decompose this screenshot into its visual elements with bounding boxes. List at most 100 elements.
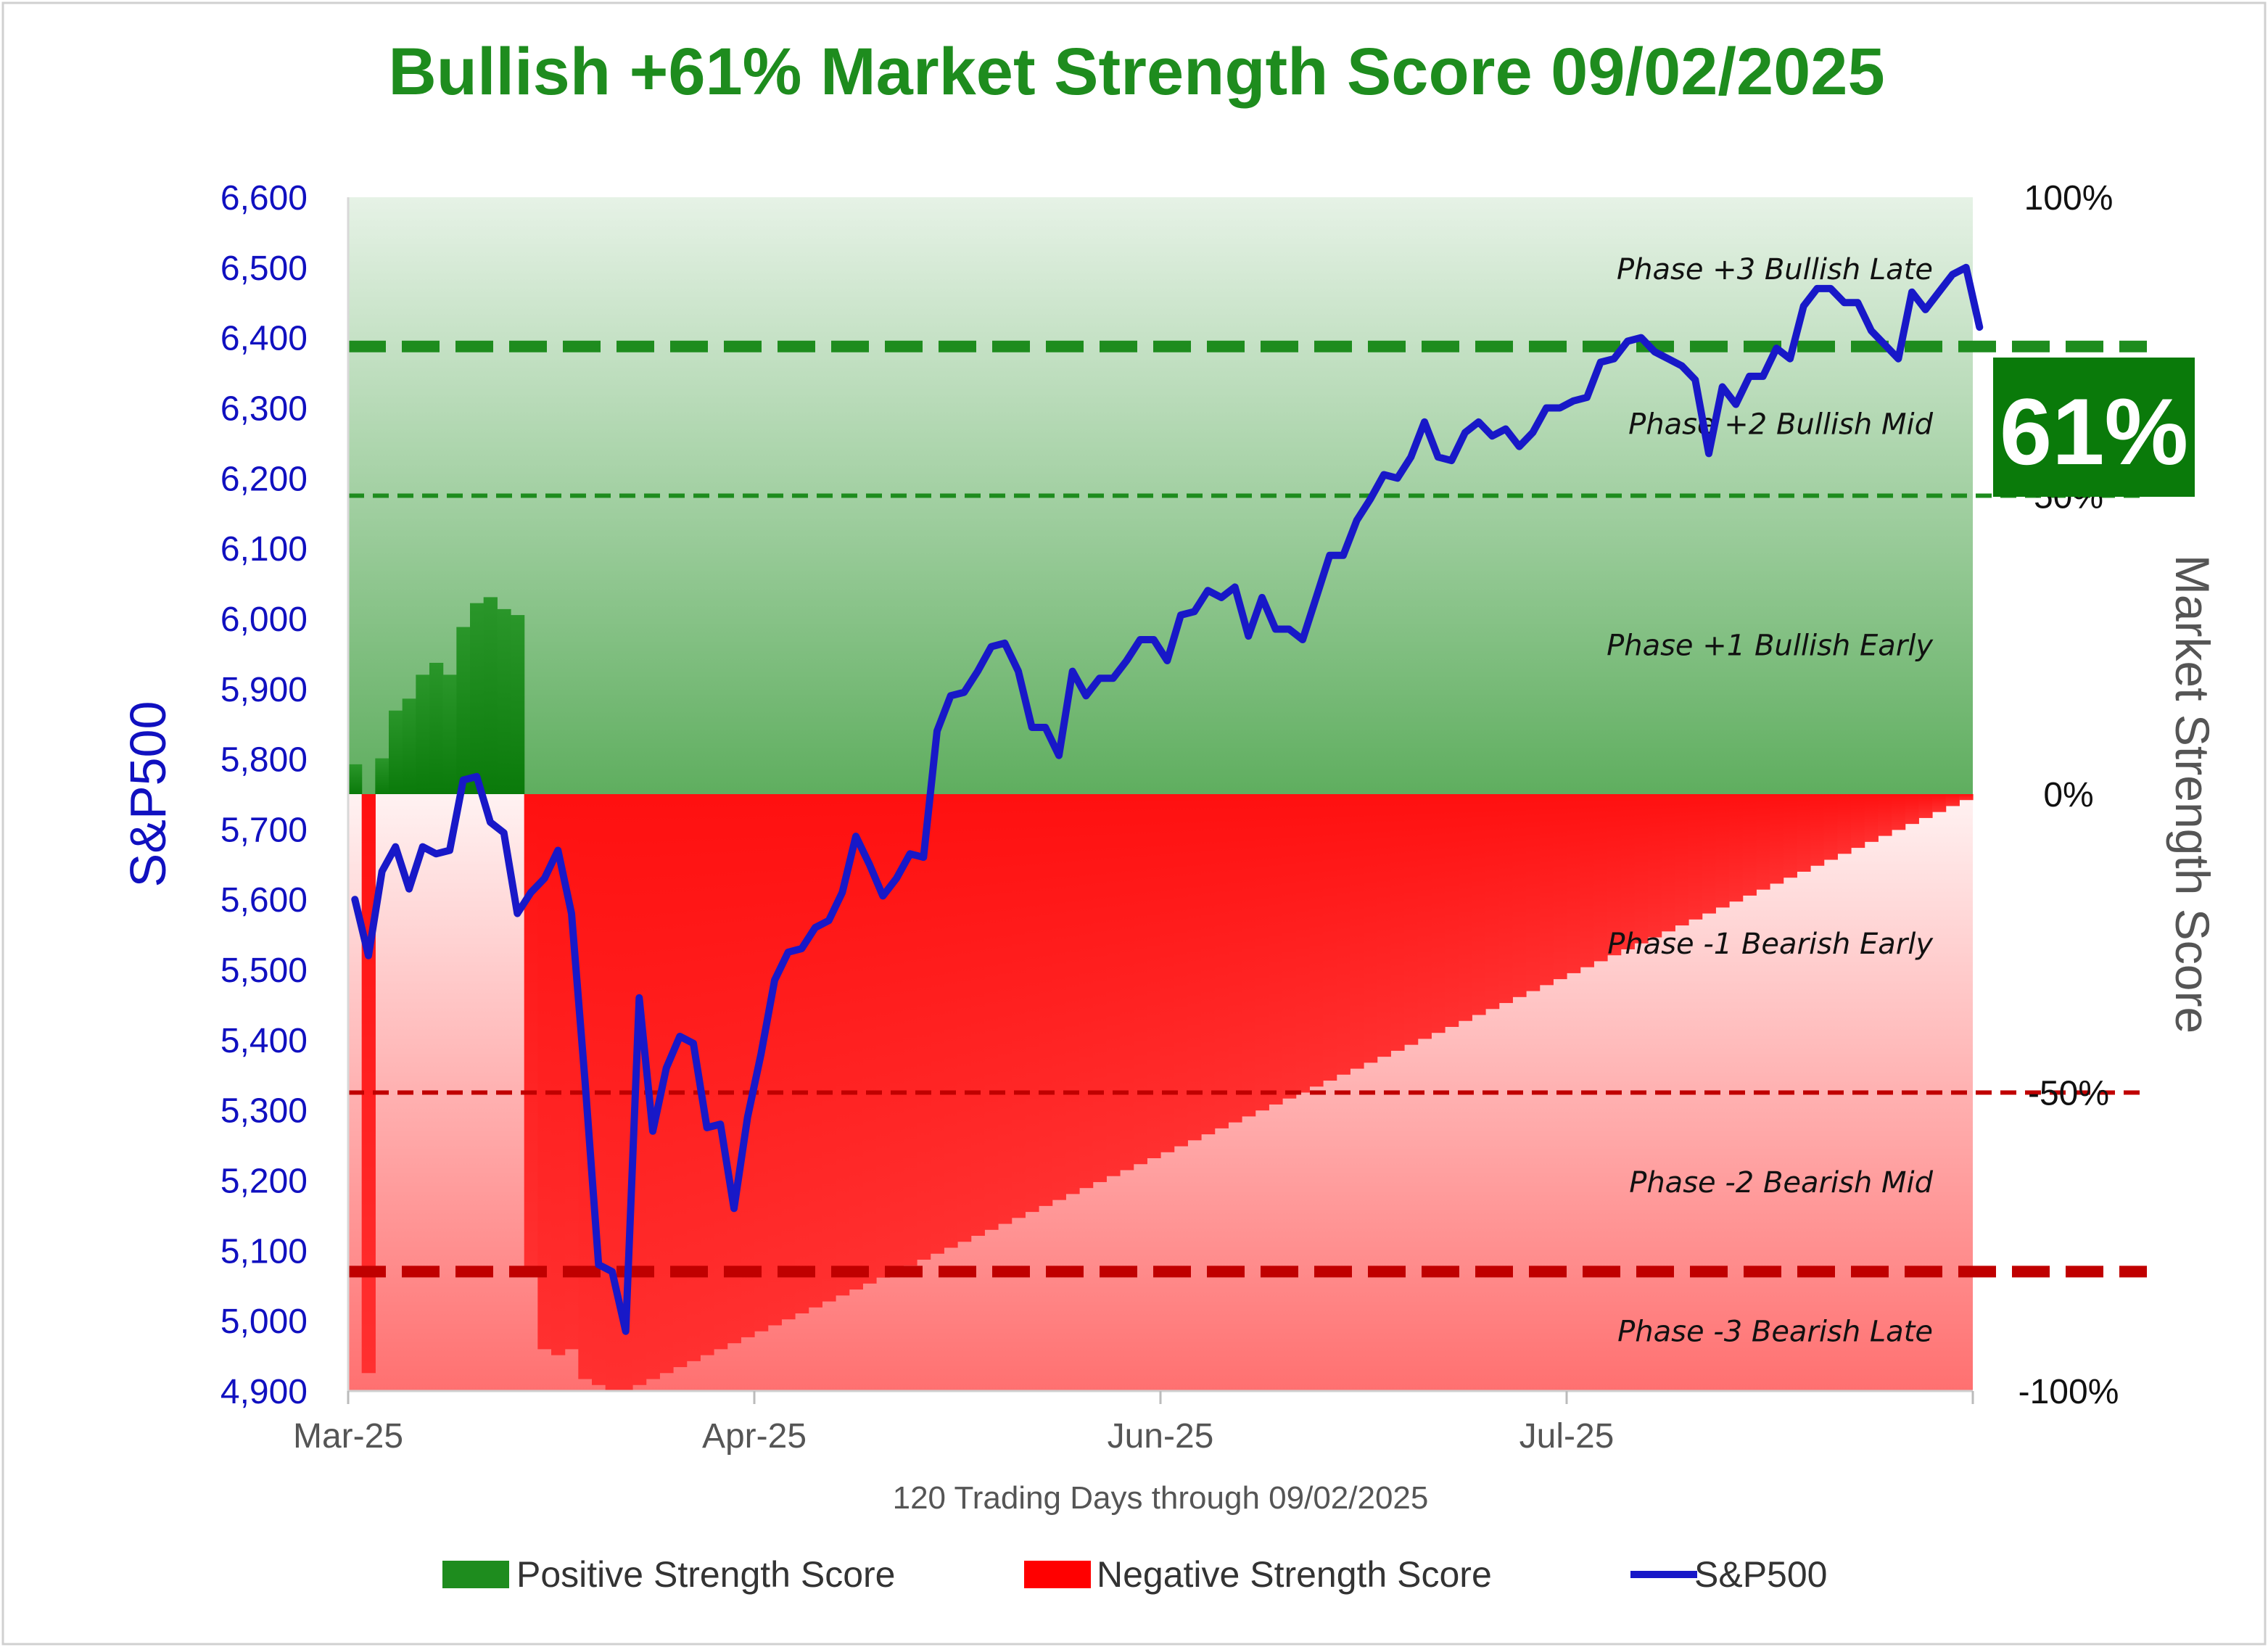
negative-score-bar bbox=[1404, 794, 1419, 1045]
negative-score-bar bbox=[1323, 794, 1337, 1081]
negative-score-bar bbox=[1309, 794, 1324, 1087]
negative-score-bar bbox=[1039, 794, 1053, 1206]
negative-score-bar bbox=[957, 794, 972, 1242]
negative-score-bar bbox=[1485, 794, 1500, 1010]
negative-score-bar bbox=[727, 794, 741, 1344]
negative-score-bar bbox=[632, 794, 647, 1385]
score-badge-value: 61% bbox=[2000, 379, 2188, 484]
left-tick-label: 6,300 bbox=[220, 390, 308, 429]
left-tick-label: 5,900 bbox=[220, 671, 308, 709]
right-axis: 100%50%0%-50%-100% bbox=[2018, 179, 2119, 1411]
negative-score-bar bbox=[1580, 794, 1594, 967]
negative-score-bar bbox=[889, 794, 904, 1272]
negative-score-bar bbox=[524, 794, 538, 1272]
negative-score-bar bbox=[795, 794, 809, 1314]
negative-score-bar bbox=[1702, 794, 1716, 914]
negative-score-bar bbox=[1918, 794, 1933, 818]
positive-score-bar bbox=[470, 603, 484, 794]
left-tick-label: 6,400 bbox=[220, 320, 308, 358]
positive-score-bar bbox=[429, 662, 444, 794]
left-tick-label: 6,100 bbox=[220, 530, 308, 569]
negative-score-bar bbox=[1079, 794, 1094, 1189]
left-tick-label: 4,900 bbox=[220, 1373, 308, 1411]
negative-score-bar bbox=[1228, 794, 1242, 1123]
legend-label-positive: Positive Strength Score bbox=[516, 1554, 896, 1595]
right-tick-label: 100% bbox=[2024, 179, 2114, 218]
legend-label-negative: Negative Strength Score bbox=[1097, 1554, 1492, 1595]
negative-score-bar bbox=[1783, 794, 1797, 878]
negative-score-bar bbox=[1715, 794, 1730, 908]
left-tick-label: 5,200 bbox=[220, 1163, 308, 1201]
negative-score-bar bbox=[1864, 794, 1879, 842]
negative-score-bar bbox=[605, 794, 619, 1391]
sp500-line bbox=[351, 263, 1984, 1335]
negative-score-bar bbox=[1770, 794, 1784, 884]
negative-score-bar bbox=[1364, 794, 1378, 1063]
negative-score-bar bbox=[1133, 794, 1147, 1165]
negative-score-bar bbox=[1539, 794, 1554, 986]
legend-label-line: S&P500 bbox=[1694, 1554, 1827, 1595]
positive-score-bar bbox=[456, 627, 471, 794]
left-tick-label: 5,500 bbox=[220, 952, 308, 990]
negative-score-bar bbox=[1269, 794, 1283, 1105]
negative-score-bar bbox=[1025, 794, 1039, 1213]
negative-score-bar bbox=[1295, 794, 1310, 1093]
negative-score-bar bbox=[1810, 794, 1825, 866]
negative-score-bar bbox=[592, 794, 606, 1385]
negative-score-bar bbox=[1959, 794, 1974, 801]
negative-score-bar bbox=[1742, 794, 1757, 896]
negative-score-bar bbox=[1282, 794, 1297, 1099]
negative-score-bar bbox=[1214, 794, 1229, 1128]
negative-score-bar bbox=[1052, 794, 1066, 1200]
phase-label: Phase -2 Bearish Mid bbox=[1629, 1166, 1933, 1200]
negative-score-bar bbox=[903, 794, 917, 1266]
negative-score-bar bbox=[1553, 794, 1567, 980]
negative-score-bar bbox=[1905, 794, 1919, 825]
negative-score-bar bbox=[1661, 794, 1675, 932]
positive-score-bar bbox=[497, 608, 511, 794]
left-tick-label: 5,700 bbox=[220, 811, 308, 849]
x-tick-label: Jul-25 bbox=[1519, 1417, 1615, 1456]
x-axis-title: 120 Trading Days through 09/02/2025 bbox=[893, 1480, 1429, 1516]
negative-score-bar bbox=[1526, 794, 1541, 991]
sp500-line-layer bbox=[351, 263, 1984, 1335]
negative-score-bar bbox=[537, 794, 552, 1350]
current-score-badge: 61% bbox=[1993, 358, 2195, 497]
score-badge-box bbox=[1993, 358, 2195, 497]
left-tick-label: 5,800 bbox=[220, 741, 308, 780]
negative-score-bar bbox=[1092, 794, 1107, 1182]
negative-score-bar bbox=[984, 794, 999, 1230]
negative-score-bar bbox=[1823, 794, 1838, 860]
negative-score-bar bbox=[741, 794, 755, 1337]
legend: Positive Strength Score Negative Strengt… bbox=[442, 1554, 1827, 1595]
negative-score-bar bbox=[673, 794, 688, 1368]
positive-score-bar bbox=[416, 674, 430, 794]
left-tick-label: 5,000 bbox=[220, 1303, 308, 1341]
negative-score-bar bbox=[862, 794, 877, 1284]
negative-score-bar bbox=[1607, 794, 1622, 956]
negative-score-bar bbox=[1417, 794, 1432, 1039]
negative-score-bar bbox=[1242, 794, 1256, 1117]
negative-score-bar bbox=[1472, 794, 1486, 1015]
negative-score-bar bbox=[700, 794, 714, 1355]
positive-zone-background bbox=[348, 197, 1973, 794]
left-tick-label: 6,500 bbox=[220, 249, 308, 288]
phase-labels: Phase +3 Bullish Late Phase +2 Bullish Mi… bbox=[1607, 253, 1934, 1349]
right-tick-label: -100% bbox=[2018, 1373, 2119, 1411]
negative-score-bar bbox=[1878, 794, 1892, 836]
right-axis-title: Market Strength Score bbox=[2166, 555, 2219, 1033]
negative-score-bar bbox=[1634, 794, 1649, 944]
negative-score-bar bbox=[1648, 794, 1662, 938]
negative-score-bar bbox=[1350, 794, 1364, 1069]
negative-score-bar bbox=[1160, 794, 1175, 1152]
positive-score-bar bbox=[402, 698, 416, 794]
positive-score-bar bbox=[483, 597, 498, 794]
positive-score-bar bbox=[348, 764, 363, 794]
negative-score-bar bbox=[1892, 794, 1906, 830]
negative-score-bar bbox=[361, 794, 376, 1374]
positive-score-bar bbox=[389, 710, 403, 794]
negative-score-bar bbox=[1011, 794, 1026, 1218]
negative-score-bar bbox=[1851, 794, 1865, 849]
negative-score-bar bbox=[1593, 794, 1608, 962]
negative-score-bar bbox=[1756, 794, 1770, 890]
